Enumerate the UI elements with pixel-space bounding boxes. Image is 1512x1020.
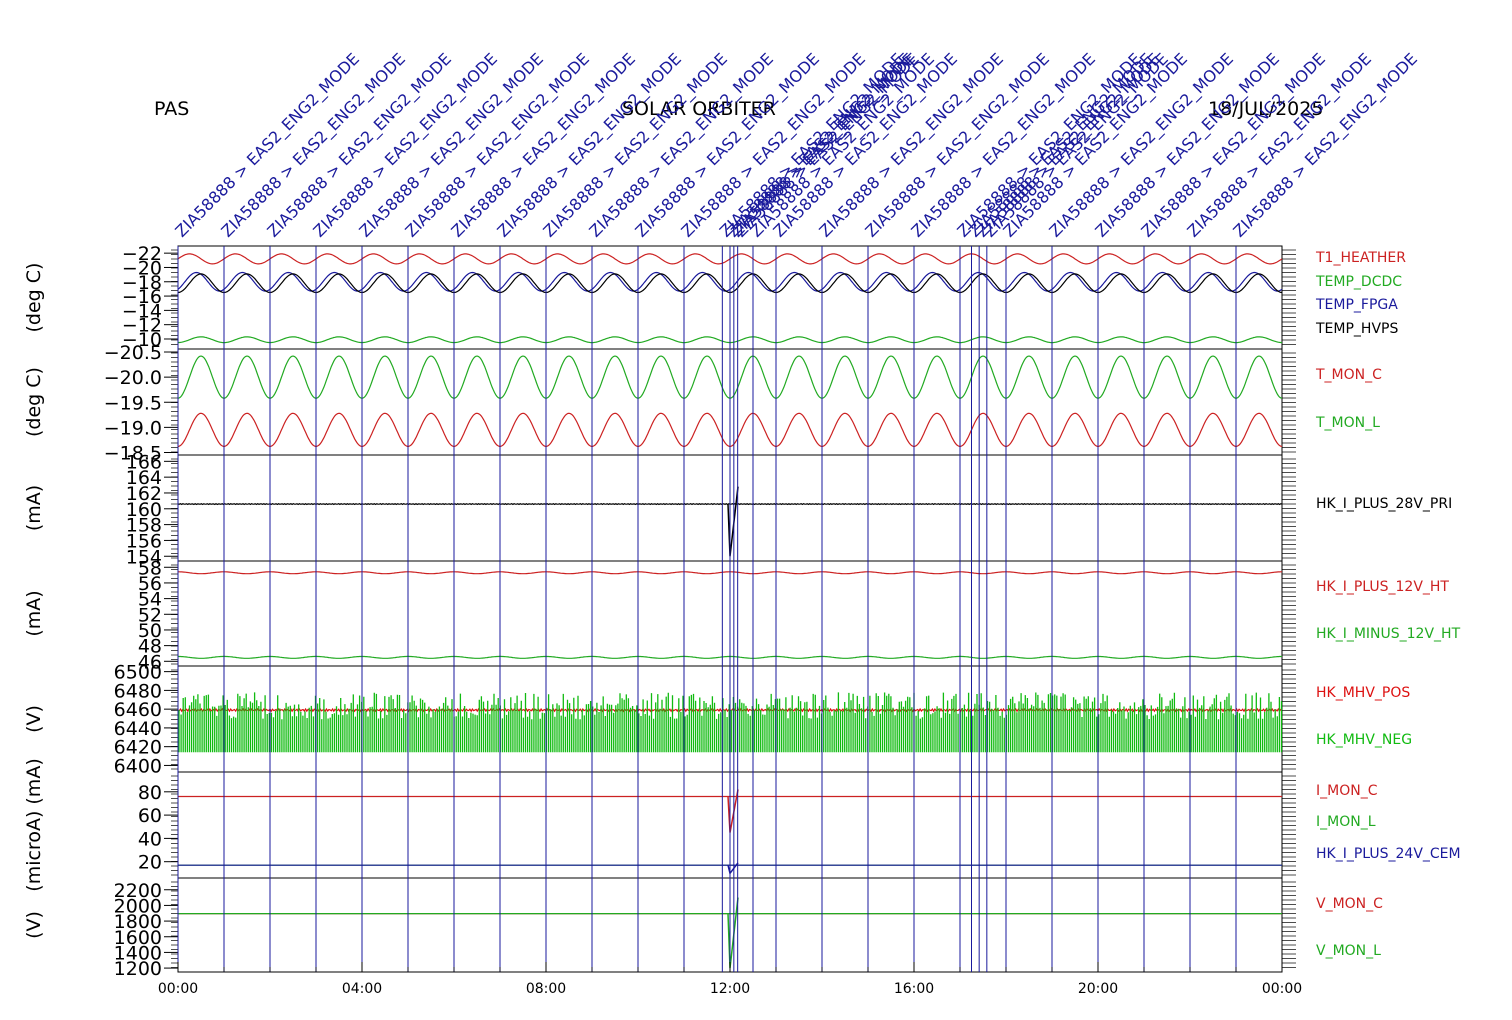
y-tick-label: 58	[138, 557, 162, 579]
y-tick-label: −20	[122, 257, 162, 279]
y-tick-label: 52	[138, 604, 162, 626]
legend-I_MON_L: I_MON_L	[1316, 814, 1376, 830]
y-axis-label: (deg C)	[23, 263, 45, 333]
y-tick-label: 2200	[114, 880, 162, 902]
y-tick-label: 20	[138, 852, 162, 874]
y-tick-label: 60	[138, 805, 162, 827]
y-tick-label: 48	[138, 636, 162, 658]
y-tick-label: −12	[122, 315, 162, 337]
y-axis-label: (V)	[23, 911, 45, 939]
y-tick-label: 6500	[114, 662, 162, 684]
y-tick-label: −19.5	[104, 392, 162, 414]
y-tick-label: 2000	[114, 895, 162, 917]
y-tick-label: 50	[138, 620, 162, 642]
y-tick-label: −22	[122, 243, 162, 265]
y-tick-label: 162	[126, 483, 162, 505]
legend-I_MON_C: I_MON_C	[1316, 783, 1378, 799]
legend-T1_HEATHER: T1_HEATHER	[1315, 250, 1406, 266]
x-tick-label: 00:00	[1262, 981, 1302, 997]
y-tick-label: 6480	[114, 680, 162, 702]
panel-1: −18.5 −19.0 −19.5 −20.0 −20.5 (deg C) T_MON_C T…	[23, 342, 1382, 464]
y-tick-label: 1600	[114, 927, 162, 949]
y-tick-label: 160	[126, 499, 162, 521]
y-axis-label: (V)	[23, 705, 45, 733]
legend-V_MON_L: V_MON_L	[1316, 943, 1381, 959]
y-tick-label: 164	[126, 467, 162, 489]
y-tick-label: −20.5	[104, 342, 162, 364]
header-center: SOLAR ORBITER	[622, 98, 776, 120]
header-right: 18/JUL/2025	[1208, 98, 1324, 120]
legend-TEMP_HVPS: TEMP_HVPS	[1315, 321, 1398, 337]
legend-HK_MHV_NEG: HK_MHV_NEG	[1316, 732, 1412, 748]
y-tick-label: 6420	[114, 737, 162, 759]
y-tick-label: −14	[122, 300, 162, 322]
y-tick-label: 6400	[114, 755, 162, 777]
y-tick-label: 56	[138, 573, 162, 595]
legend-TEMP_FPGA: TEMP_FPGA	[1315, 297, 1398, 313]
y-tick-label: 158	[126, 515, 162, 537]
y-tick-label: 1400	[114, 942, 162, 964]
legend-T_MON_C: T_MON_C	[1315, 367, 1382, 383]
y-axis-label: (mA)	[23, 485, 45, 531]
y-tick-label: 156	[126, 530, 162, 552]
legend-HK_I_PLUS_24V_CEM: HK_I_PLUS_24V_CEM	[1316, 846, 1461, 862]
x-tick-label: 04:00	[342, 981, 382, 997]
y-tick-label: 1200	[114, 958, 162, 980]
legend-V_MON_C: V_MON_C	[1316, 896, 1383, 912]
legend-HK_I_PLUS_28V_PRI: HK_I_PLUS_28V_PRI	[1316, 496, 1452, 512]
x-tick-label: 00:00	[158, 981, 198, 997]
legend-T_MON_L: T_MON_L	[1315, 415, 1380, 431]
y-tick-label: −19.0	[104, 417, 162, 439]
y-tick-label: 166	[126, 451, 162, 473]
y-tick-label: 154	[126, 546, 162, 568]
y-tick-label: 40	[138, 828, 162, 850]
y-tick-label: 1800	[114, 911, 162, 933]
y-tick-label: 80	[138, 782, 162, 804]
legend-HK_I_MINUS_12V_HT: HK_I_MINUS_12V_HT	[1316, 626, 1461, 642]
y-tick-label: −20.0	[104, 367, 162, 389]
y-tick-label: 6460	[114, 699, 162, 721]
y-axis-label: (deg C)	[23, 367, 45, 437]
x-tick-label: 16:00	[894, 981, 934, 997]
y-axis-label: (mA)	[23, 590, 45, 636]
y-tick-label: 6440	[114, 718, 162, 740]
x-tick-label: 08:00	[526, 981, 566, 997]
y-tick-label: −10	[122, 329, 162, 351]
legend-TEMP_DCDC: TEMP_DCDC	[1315, 274, 1402, 290]
header-left: PAS	[154, 98, 190, 120]
y-tick-label: 46	[138, 651, 162, 673]
y-tick-label: 54	[138, 589, 162, 611]
y-tick-label: −16	[122, 286, 162, 308]
legend-HK_MHV_POS: HK_MHV_POS	[1316, 685, 1410, 701]
y-tick-label: −18	[122, 272, 162, 294]
panel-0: −10−12−14−16−18−20−22 (deg C) T1_HEATHER TE…	[23, 243, 1406, 351]
x-tick-label: 12:00	[710, 981, 750, 997]
legend-HK_I_PLUS_12V_HT: HK_I_PLUS_12V_HT	[1316, 579, 1449, 595]
y-axis-label: (microA) (mA)	[23, 758, 45, 891]
x-tick-label: 20:00	[1078, 981, 1118, 997]
y-tick-label: −18.5	[104, 442, 162, 464]
